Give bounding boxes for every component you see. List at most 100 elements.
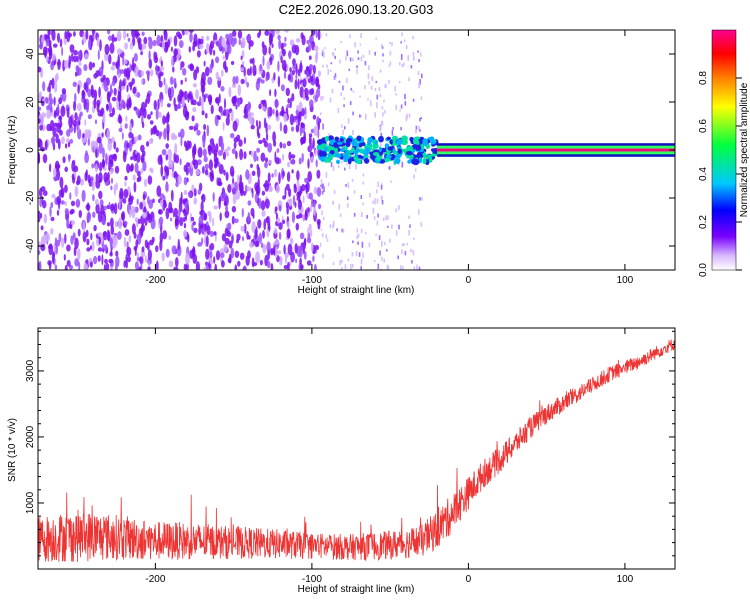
heatmap-noise-cell (190, 216, 195, 222)
snr-ylabel: SNR (10 * v/v) (7, 418, 18, 482)
heatmap-noise-cell (418, 82, 420, 89)
heatmap-noise-cell (107, 35, 113, 41)
heatmap-noise-cell (168, 201, 173, 213)
heatmap-noise-cell (189, 32, 193, 43)
heatmap-noise-cell (257, 132, 261, 139)
heatmap-noise-cell (138, 37, 140, 50)
heatmap-noise-cell (281, 48, 286, 57)
heatmap-noise-cell (236, 238, 239, 244)
heatmap-noise-cell (287, 229, 291, 239)
heatmap-noise-cell (90, 175, 93, 188)
heatmap-noise-cell (264, 157, 269, 163)
heatmap-noise-cell (316, 169, 321, 179)
heatmap-noise-cell (315, 78, 319, 87)
heatmap-noise-cell (341, 267, 343, 270)
heatmap-noise-cell (371, 76, 374, 82)
heatmap-noise-cell (405, 45, 408, 50)
heatmap-noise-cell (297, 68, 301, 77)
colorbar: 0.0 0.2 0.4 0.6 0.8 Normalized spectral ampl… (698, 29, 750, 277)
heatmap-noise-cell (144, 178, 147, 188)
heatmap-noise-cell (203, 124, 207, 131)
heatmap-noise-cell (240, 78, 245, 85)
heatmap-noise-cell (187, 93, 190, 103)
heatmap-noise-cell (399, 62, 401, 66)
heatmap-noise-cell (59, 176, 64, 189)
heatmap-noise-cell (61, 136, 65, 145)
heatmap-noise-cell (185, 162, 191, 168)
heatmap-noise-cell (326, 238, 329, 242)
heatmap-carrier-cell (320, 143, 328, 147)
heatmap-noise-cell (233, 218, 239, 224)
heatmap-noise-cell (183, 176, 188, 186)
heatmap-noise-cell (263, 140, 268, 148)
heatmap-noise-cell (46, 109, 51, 120)
heatmap-noise-cell (215, 250, 221, 261)
heatmap-noise-cell (129, 41, 133, 50)
heatmap-noise-cell (171, 245, 177, 255)
heatmap-noise-cell (242, 267, 246, 270)
heatmap-noise-cell (376, 94, 379, 100)
heatmap-noise-cell (88, 39, 91, 50)
heatmap-noise-cell (392, 127, 394, 130)
heatmap-noise-cell (127, 37, 131, 42)
heatmap-carrier-cell (384, 157, 390, 163)
heatmap-noise-cell (143, 36, 148, 45)
heatmap-noise-cell (159, 193, 165, 200)
heatmap-noise-cell (74, 258, 80, 267)
heatmap-noise-cell (294, 44, 300, 56)
heatmap-noise-cell (141, 43, 147, 50)
heatmap-noise-cell (418, 59, 420, 63)
heatmap-noise-cell (178, 40, 184, 49)
heatmap-noise-cell (283, 71, 287, 80)
heatmap-noise-cell (303, 239, 307, 250)
heatmap-noise-cell (250, 150, 253, 158)
heatmap-noise-cell (400, 41, 402, 44)
heatmap-noise-cell (321, 210, 323, 216)
heatmap-noise-cell (322, 217, 325, 221)
heatmap-noise-cell (332, 224, 334, 229)
heatmap-noise-cell (310, 75, 314, 83)
heatmap-noise-cell (173, 266, 179, 270)
heatmap-noise-cell (282, 219, 286, 224)
heatmap-noise-cell (128, 96, 132, 107)
heatmap-noise-cell (197, 188, 201, 195)
heatmap-noise-cell (119, 187, 124, 200)
heatmap-noise-cell (203, 212, 208, 221)
heatmap-carrier-cell (432, 147, 439, 155)
heatmap-noise-cell (218, 197, 221, 210)
heatmap-noise-cell (313, 263, 317, 270)
heatmap-noise-cell (39, 196, 43, 208)
heatmap-noise-cell (366, 215, 368, 219)
heatmap-noise-cell (395, 208, 397, 213)
heatmap-noise-cell (101, 132, 104, 138)
colorbar-tick-label: 0.6 (698, 119, 709, 133)
heatmap-noise-cell (147, 213, 151, 220)
heatmap-noise-cell (295, 124, 300, 133)
heatmap-noise-cell (266, 260, 271, 269)
heatmap-noise-cell (360, 195, 363, 199)
heatmap-noise-cell (248, 42, 251, 51)
heatmap-carrier-cell (337, 141, 343, 145)
heatmap-noise-cell (307, 207, 310, 213)
heatmap-noise-cell (57, 32, 60, 43)
heatmap-carrier-cell (336, 159, 340, 164)
heatmap-noise-cell (312, 200, 316, 208)
heatmap-noise-cell (414, 168, 417, 172)
heatmap-noise-cell (179, 158, 182, 166)
heatmap-noise-cell (205, 112, 208, 119)
heatmap-noise-cell (323, 52, 325, 58)
heatmap-carrier-cell (339, 138, 344, 142)
heatmap-noise-cell (358, 252, 361, 257)
heatmap-noise-cell (408, 113, 411, 118)
heatmap-noise-cell (264, 30, 270, 36)
heatmap-noise-cell (251, 221, 256, 234)
heatmap-noise-cell (362, 54, 365, 58)
heatmap-carrier-cell (378, 136, 384, 143)
heatmap-noise-cell (193, 197, 198, 205)
heatmap-noise-cell (121, 211, 126, 222)
heatmap-noise-cell (299, 232, 305, 240)
heatmap-noise-cell (83, 263, 89, 270)
heatmap-noise-cell (62, 156, 66, 164)
heatmap-noise-cell (266, 60, 271, 70)
heatmap-noise-cell (64, 184, 68, 193)
